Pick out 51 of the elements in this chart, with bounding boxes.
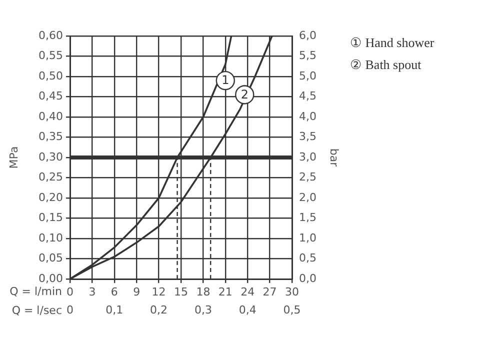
x-tick-label: 12 <box>152 285 166 298</box>
x-tick-label: 15 <box>174 285 188 298</box>
x-tick-label: 3 <box>88 285 96 298</box>
y2-tick-label: 1,0 <box>299 231 316 244</box>
y2-tick-label: 0,0 <box>299 272 316 285</box>
x2-tick-label: 0,1 <box>106 303 124 316</box>
y2-tick-label: 0,5 <box>299 252 316 265</box>
y-tick-label: 0,25 <box>38 170 63 184</box>
y2-tick-label: 6,0 <box>299 28 316 42</box>
y2-tick-label: 3,0 <box>299 150 316 164</box>
y2-tick-label: 5,0 <box>299 69 316 82</box>
x-tick-label: 21 <box>218 285 232 298</box>
text: ② Bath spout <box>350 56 422 74</box>
annotation: 2 <box>240 87 248 102</box>
x-tick-label: 9 <box>133 285 140 298</box>
x-tick-label: 6 <box>110 285 118 298</box>
x-tick-label: 0 <box>66 285 74 298</box>
y2-tick-label: 2,0 <box>299 190 316 204</box>
y-tick-label: 0,30 <box>38 150 63 164</box>
y2-tick-label: 2,5 <box>299 170 316 184</box>
y-tick-label: 0,00 <box>38 272 63 285</box>
x2-axis-title: Q = l/sec <box>12 304 62 317</box>
y-tick-label: 0,15 <box>38 211 63 224</box>
y-tick-label: 0,20 <box>38 190 63 204</box>
annotation: 1 <box>222 73 230 88</box>
x-tick-label: 27 <box>262 285 277 298</box>
x-tick-label: 30 <box>285 285 299 298</box>
y-tick-label: 0,40 <box>38 110 63 123</box>
y2-axis-title: bar <box>328 148 341 168</box>
x-axis-title: Q = l/min <box>10 284 62 298</box>
y2-tick-label: 1,5 <box>299 211 316 224</box>
text: ① Hand shower <box>350 34 434 52</box>
x-tick-label: 24 <box>240 285 255 298</box>
x2-tick-label: 0,2 <box>150 303 168 316</box>
y2-tick-label: 4,5 <box>299 90 316 103</box>
x2-tick-label: 0,5 <box>283 303 301 316</box>
y-tick-label: 0,10 <box>38 231 63 244</box>
y2-tick-label: 5,5 <box>299 49 316 62</box>
y-tick-label: 0,35 <box>38 130 63 144</box>
x2-tick-label: 0,3 <box>194 303 212 316</box>
y-tick-label: 0,55 <box>38 49 63 62</box>
x2-tick-label: 0 <box>66 303 74 316</box>
y-tick-label: 0,45 <box>38 90 63 103</box>
y-axis-title: MPa <box>7 146 20 169</box>
y-tick-label: 0,05 <box>38 252 63 265</box>
y-tick-label: 0,60 <box>38 28 63 42</box>
y2-tick-label: 3,5 <box>299 130 316 144</box>
x2-tick-label: 0,4 <box>238 303 256 316</box>
y2-tick-label: 4,0 <box>299 110 316 123</box>
y-tick-label: 0,50 <box>38 69 63 82</box>
x-tick-label: 18 <box>196 285 210 298</box>
